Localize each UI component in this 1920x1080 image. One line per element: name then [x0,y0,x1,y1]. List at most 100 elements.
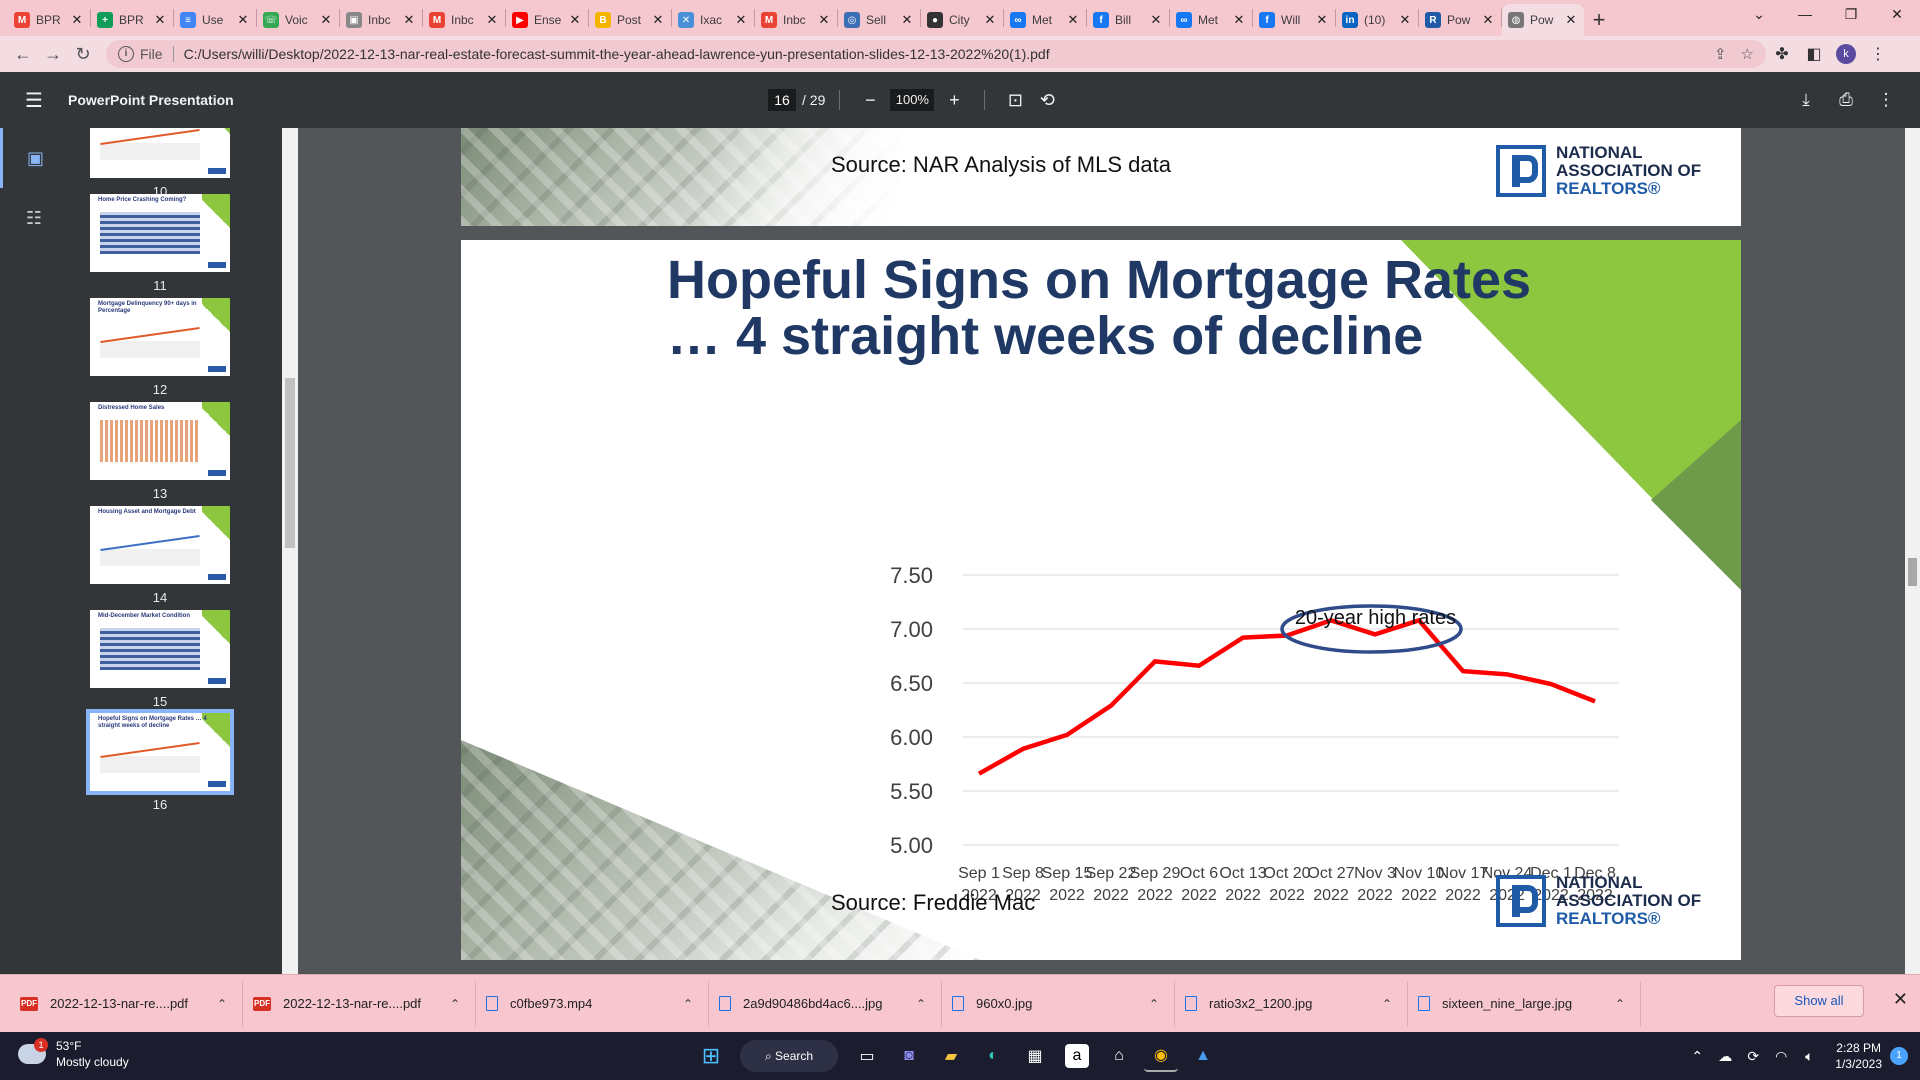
forward-icon[interactable]: → [44,43,62,64]
tab-close-icon[interactable]: ✕ [1150,12,1162,27]
download-item[interactable]: 2a9d90486bd4ac6....jpg ⌃ [709,980,942,1027]
tab-close-icon[interactable]: ✕ [320,12,332,27]
download-item[interactable]: c0fbe973.mp4 ⌃ [476,980,709,1027]
thumbnails-view-icon[interactable]: ▣ [0,128,68,188]
download-icon[interactable]: ⤓ [1802,90,1810,109]
zoom-input[interactable]: 100% [890,89,935,111]
fit-page-icon[interactable]: ⊡ [1007,89,1023,110]
tab-close-icon[interactable]: ✕ [1482,12,1494,27]
notifications-badge[interactable]: 1 [1890,1047,1908,1065]
tab-close-icon[interactable]: ✕ [569,12,581,27]
browser-tab[interactable]: B Post ✕ [589,4,671,36]
amazon-icon[interactable]: a [1065,1044,1089,1068]
wifi-icon[interactable]: ◠ [1775,1047,1788,1064]
hamburger-menu-icon[interactable]: ☰ [25,89,43,112]
tab-close-icon[interactable]: ✕ [1399,12,1411,27]
volume-icon[interactable]: 🔈︎ [1805,1047,1814,1064]
new-tab-icon[interactable]: + [1592,7,1606,32]
outline-view-icon[interactable]: ☷ [25,207,43,228]
tab-close-icon[interactable]: ✕ [486,12,498,27]
browser-tab[interactable]: ∞ Met ✕ [1170,4,1252,36]
tab-close-icon[interactable]: ✕ [901,12,913,27]
zoom-out-icon[interactable]: − [865,89,876,110]
tab-search-icon[interactable]: ⌄ [1753,6,1765,22]
share-icon[interactable]: ⇪ [1713,46,1727,63]
download-options-icon[interactable]: ⌃ [915,996,927,1011]
side-panel-icon[interactable]: ◧ [1806,46,1822,63]
download-item[interactable]: sixteen_nine_large.jpg ⌃ [1408,980,1641,1027]
browser-tab[interactable]: M Inbc ✕ [755,4,837,36]
browser-menu-icon[interactable]: ⋮ [1870,46,1886,63]
page-thumbnail[interactable]: Housing Asset and Mortgage Debt [90,506,230,584]
download-item[interactable]: PDF 2022-12-13-nar-re....pdf ⌃ [10,980,243,1027]
tab-close-icon[interactable]: ✕ [1233,12,1245,27]
browser-tab[interactable]: in (10) ✕ [1336,4,1418,36]
tab-close-icon[interactable]: ✕ [71,12,83,27]
teams-chat-icon[interactable]: ◙ [904,1047,914,1064]
tab-close-icon[interactable]: ✕ [154,12,166,27]
viewer-scrollbar[interactable] [1905,128,1920,974]
browser-tab[interactable]: ✕ Ixac ✕ [672,4,754,36]
download-item[interactable]: ratio3x2_1200.jpg ⌃ [1175,980,1408,1027]
app-icon[interactable]: ⌂ [1114,1047,1124,1064]
browser-tab[interactable]: f Bill ✕ [1087,4,1169,36]
page-thumbnail[interactable]: Distressed Home Sales [90,402,230,480]
url-text[interactable]: C:/Users/willi/Desktop/2022-12-13-nar-re… [183,46,1050,62]
tab-close-icon[interactable]: ✕ [652,12,664,27]
tab-close-icon[interactable]: ✕ [237,12,249,27]
thumbnail-scrollbar[interactable] [282,128,298,974]
download-item[interactable]: 960x0.jpg ⌃ [942,980,1175,1027]
browser-tab[interactable]: ≡ Use ✕ [174,4,256,36]
tab-close-icon[interactable]: ✕ [984,12,996,27]
tab-close-icon[interactable]: ✕ [1067,12,1079,27]
download-options-icon[interactable]: ⌃ [682,996,694,1011]
tab-close-icon[interactable]: ✕ [818,12,830,27]
extensions-icon[interactable]: ✤ [1775,46,1789,63]
page-thumbnail[interactable]: Hopeful Signs on Mortgage Rates … 4 stra… [86,709,234,795]
tab-close-icon[interactable]: ✕ [1565,12,1577,27]
edge-icon[interactable]: ◐ [988,1047,998,1064]
browser-tab[interactable]: + BPR ✕ [91,4,173,36]
download-item[interactable]: PDF 2022-12-13-nar-re....pdf ⌃ [243,980,476,1027]
minimize-icon[interactable]: — [1798,6,1812,22]
download-options-icon[interactable]: ⌃ [1614,996,1626,1011]
clock[interactable]: 2:28 PM 1/3/2023 [1835,1040,1882,1072]
page-thumbnail[interactable]: Mid-December Market Condition [90,610,230,688]
close-window-icon[interactable]: ✕ [1891,6,1903,22]
browser-tab[interactable]: R Pow ✕ [1419,4,1501,36]
browser-tab[interactable]: ● City ✕ [921,4,1003,36]
show-all-button[interactable]: Show all [1774,985,1864,1017]
browser-tab[interactable]: ◍ Pow ✕ [1502,4,1584,36]
zoom-in-icon[interactable]: + [949,89,960,110]
thumbnail-scroll-thumb[interactable] [285,378,295,548]
weather-widget[interactable]: 1 53°F Mostly cloudy [18,1038,129,1070]
tab-close-icon[interactable]: ✕ [403,12,415,27]
more-options-icon[interactable]: ⋮ [1877,90,1895,109]
taskbar-search[interactable]: ⌕ Search [740,1040,838,1072]
browser-tab[interactable]: M BPR ✕ [8,4,90,36]
page-number-input[interactable]: 16 [768,89,796,111]
browser-tab[interactable]: ☏ Voic ✕ [257,4,339,36]
reload-icon[interactable]: ↻ [75,43,91,64]
show-hidden-icons-icon[interactable]: ⌃ [1691,1047,1704,1064]
browser-tab[interactable]: f Will ✕ [1253,4,1335,36]
tab-close-icon[interactable]: ✕ [735,12,747,27]
download-options-icon[interactable]: ⌃ [1381,996,1393,1011]
back-icon[interactable]: ← [14,43,32,64]
download-options-icon[interactable]: ⌃ [216,996,228,1011]
onedrive-icon[interactable]: ☁ [1718,1047,1733,1064]
chrome-icon[interactable]: ◉ [1144,1040,1178,1072]
sync-icon[interactable]: ⟳ [1747,1047,1760,1064]
file-explorer-icon[interactable]: ▰ [944,1048,958,1065]
print-icon[interactable]: ⎙ [1839,90,1853,109]
download-options-icon[interactable]: ⌃ [1148,996,1160,1011]
page-thumbnail[interactable]: Mortgage Delinquency 90+ days in Percent… [90,298,230,376]
download-options-icon[interactable]: ⌃ [449,996,461,1011]
viewer-scroll-thumb[interactable] [1908,558,1917,586]
page-thumbnail[interactable] [90,128,230,178]
browser-tab[interactable]: ▶ Ense ✕ [506,4,588,36]
profile-avatar[interactable]: k [1836,44,1856,64]
tab-close-icon[interactable]: ✕ [1316,12,1328,27]
browser-tab[interactable]: ∞ Met ✕ [1004,4,1086,36]
browser-tab[interactable]: ▣ Inbc ✕ [340,4,422,36]
